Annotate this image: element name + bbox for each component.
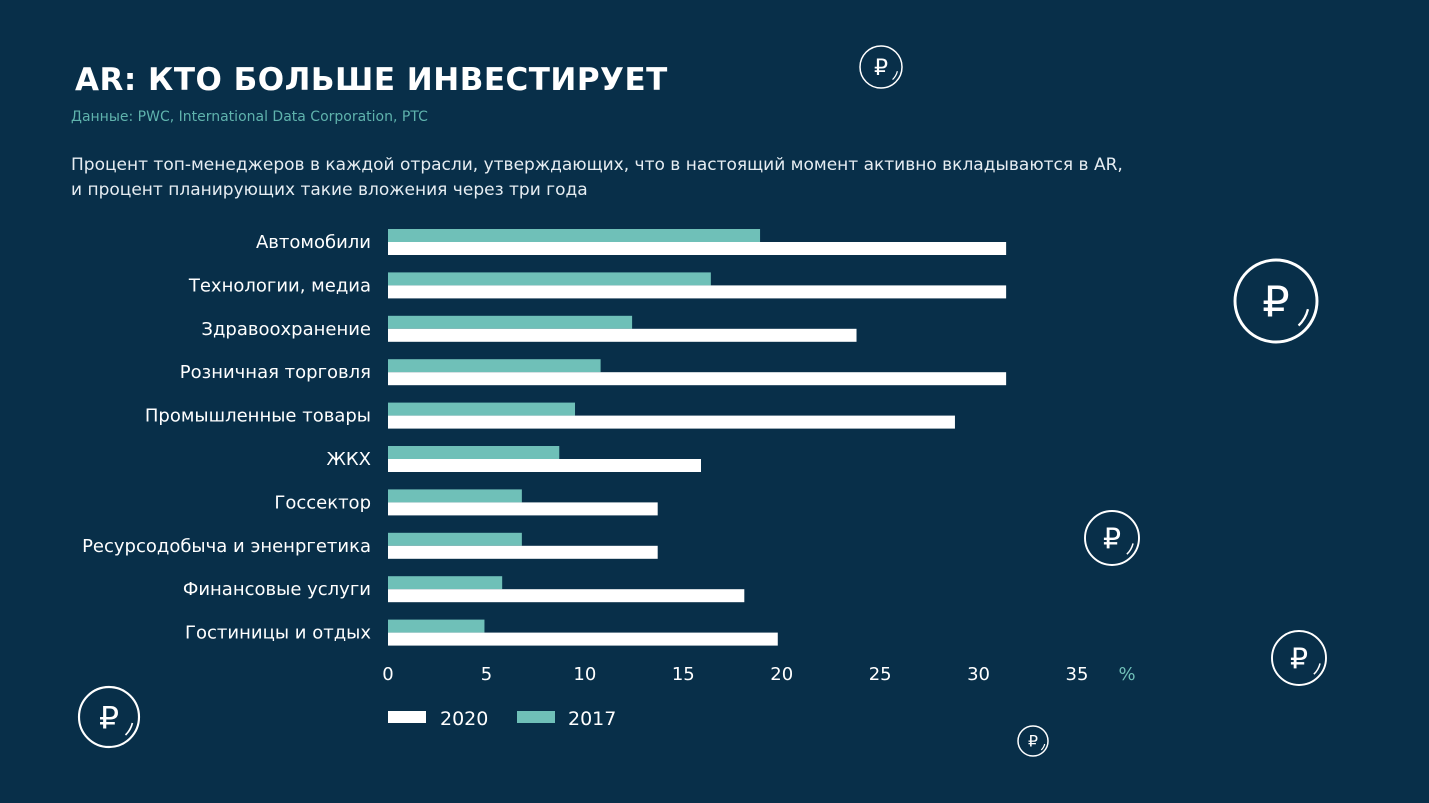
bar-2017 (388, 359, 601, 373)
ruble-coin-icon (859, 45, 903, 89)
bar-2017 (388, 489, 522, 503)
legend-swatch-2020 (388, 711, 426, 723)
ruble-coin-shine (1313, 663, 1321, 675)
category-label: Здравоохранение (201, 319, 371, 340)
chart-title: AR: КТО БОЛЬШЕ ИНВЕСТИРУЕТ (75, 62, 668, 98)
category-label: ЖКХ (327, 449, 372, 470)
x-tick-label: 25 (869, 664, 892, 685)
bar-2020 (388, 285, 1007, 299)
bar-2017 (388, 576, 503, 590)
x-tick-label: 15 (672, 664, 695, 685)
bar-2020 (388, 545, 658, 559)
bar-2017 (388, 619, 485, 633)
legend-label-2020: 2020 (440, 708, 488, 730)
ruble-coin-shine (124, 722, 134, 736)
category-label: Гостиницы и отдых (185, 623, 371, 644)
legend-label-2017: 2017 (568, 708, 616, 730)
bar-2017 (388, 532, 522, 546)
chart-subtitle: Процент топ-менеджеров в каждой отрасли,… (71, 153, 1171, 203)
category-label: Технологии, медиа (188, 275, 371, 296)
ruble-coin-shine (1040, 743, 1046, 751)
ruble-glyph: ₽ (1103, 522, 1121, 555)
ruble-glyph: ₽ (874, 56, 888, 81)
bar-2020 (388, 242, 1007, 255)
ruble-glyph: ₽ (99, 700, 119, 736)
bar-2020 (388, 372, 1007, 386)
category-label: Розничная торговля (180, 362, 371, 383)
category-label: Финансовые услуги (183, 579, 371, 600)
ruble-coin-icon (1017, 725, 1049, 757)
ruble-coin-icon (1084, 510, 1140, 566)
category-label: Автомобили (256, 232, 371, 253)
bar-2020 (388, 589, 745, 603)
ruble-coin-shine (1297, 308, 1310, 327)
ruble-coin-icon (1233, 258, 1319, 344)
bar-2017 (388, 272, 711, 286)
x-tick-label: 5 (481, 664, 492, 685)
ruble-coin-icon (1271, 630, 1327, 686)
subtitle-line: Процент топ-менеджеров в каждой отрасли,… (71, 155, 1123, 175)
x-tick-label: 10 (573, 664, 596, 685)
x-unit-label: % (1118, 664, 1135, 685)
bar-2020 (388, 632, 778, 646)
ruble-coin-shine (1126, 543, 1134, 555)
x-tick-label: 20 (770, 664, 793, 685)
ruble-coin-icon (77, 685, 141, 749)
category-label: Ресурсодобыча и эненргетика (82, 536, 371, 557)
bar-2020 (388, 459, 702, 472)
bar-2017 (388, 229, 761, 242)
bar-2020 (388, 328, 857, 342)
ruble-glyph: ₽ (1028, 732, 1038, 751)
ruble-coin-shine (892, 71, 898, 81)
bar-2017 (388, 446, 560, 459)
data-source: Данные: PWC, International Data Corporat… (71, 109, 428, 125)
ruble-glyph: ₽ (1262, 278, 1289, 328)
x-tick-label: 30 (967, 664, 990, 685)
x-tick-label: 35 (1066, 664, 1089, 685)
subtitle-line: и процент планирующих такие вложения чер… (71, 180, 588, 200)
bar-2020 (388, 502, 658, 516)
legend-swatch-2017 (517, 711, 555, 723)
bar-2020 (388, 415, 955, 429)
category-label: Промышленные товары (145, 406, 371, 427)
ruble-glyph: ₽ (1290, 642, 1308, 675)
bar-2017 (388, 402, 576, 416)
bar-2017 (388, 315, 633, 329)
category-label: Госсектор (274, 492, 371, 513)
x-tick-label: 0 (382, 664, 393, 685)
